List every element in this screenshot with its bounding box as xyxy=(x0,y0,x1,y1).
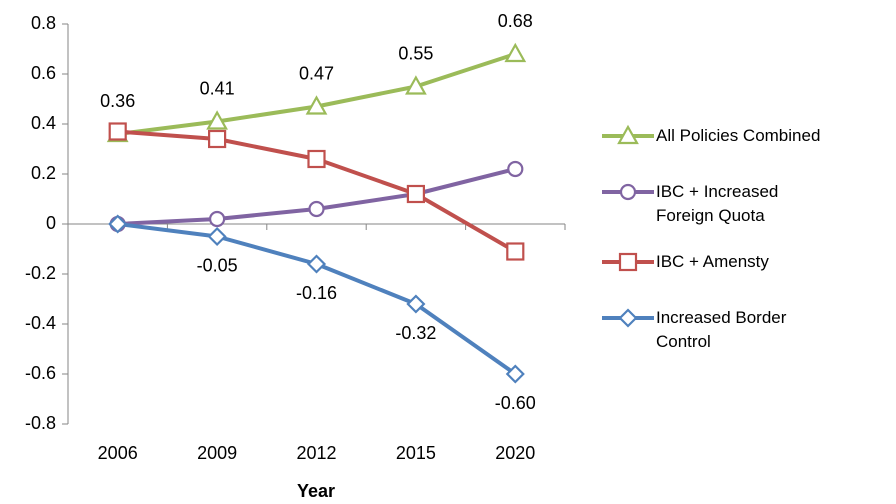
marker xyxy=(307,149,326,169)
marker xyxy=(506,242,525,261)
marker xyxy=(406,294,426,314)
marker xyxy=(108,214,128,234)
marker xyxy=(207,226,227,247)
legend-swatch xyxy=(602,124,654,145)
legend: All Policies Combined IBC + Increased For… xyxy=(600,124,892,360)
marker xyxy=(206,110,228,130)
data-label: -0.05 xyxy=(197,255,238,275)
x-tick-label: 2012 xyxy=(296,443,336,463)
data-label: 0.55 xyxy=(398,43,433,63)
y-tick-label: 0 xyxy=(46,213,56,233)
marker xyxy=(306,254,327,274)
legend-marker xyxy=(617,124,639,145)
data-label: 0.36 xyxy=(100,91,135,111)
x-axis-title: Year xyxy=(297,481,335,501)
legend-label: IBC + Amensty xyxy=(656,252,769,271)
y-tick-label: -0.8 xyxy=(25,413,56,433)
legend-label: All Policies Combined xyxy=(656,126,821,145)
marker xyxy=(208,129,227,149)
y-tick-label: 0.2 xyxy=(31,163,56,183)
legend-swatch xyxy=(602,308,654,328)
legend-marker xyxy=(618,252,638,272)
y-tick-label: 0.8 xyxy=(31,13,56,33)
marker xyxy=(507,160,524,178)
data-label: 0.68 xyxy=(498,11,533,31)
data-label: -0.60 xyxy=(495,393,536,413)
x-tick-label: 2015 xyxy=(396,443,436,463)
marker xyxy=(308,200,325,218)
legend-label: Increased Border Control xyxy=(656,308,787,351)
data-label: -0.16 xyxy=(296,283,337,303)
marker xyxy=(305,95,328,115)
data-label: 0.41 xyxy=(200,78,235,98)
marker xyxy=(108,122,127,141)
legend-item: IBC + Amensty xyxy=(600,250,892,274)
y-tick-label: -0.4 xyxy=(25,313,56,333)
legend-label: IBC + Increased Foreign Quota xyxy=(656,182,779,225)
legend-marker xyxy=(619,183,637,201)
data-label: -0.32 xyxy=(395,323,436,343)
y-tick-label: 0.6 xyxy=(31,63,56,83)
y-tick-label: 0.4 xyxy=(31,113,56,133)
data-label: 0.47 xyxy=(299,63,334,83)
marker xyxy=(406,184,425,204)
marker xyxy=(405,75,427,95)
y-tick-label: -0.2 xyxy=(25,263,56,283)
y-tick-label: -0.6 xyxy=(25,363,56,383)
legend-swatch xyxy=(602,183,654,201)
x-tick-label: 2020 xyxy=(495,443,535,463)
marker xyxy=(209,210,226,228)
legend-swatch xyxy=(602,252,654,272)
legend-item: Increased Border Control xyxy=(600,306,892,354)
marker xyxy=(504,42,527,63)
x-tick-label: 2009 xyxy=(197,443,237,463)
marker xyxy=(505,364,525,384)
x-tick-label: 2006 xyxy=(98,443,138,463)
legend-marker xyxy=(618,308,638,328)
legend-item: IBC + Increased Foreign Quota xyxy=(600,180,892,228)
legend-item: All Policies Combined xyxy=(600,124,892,148)
